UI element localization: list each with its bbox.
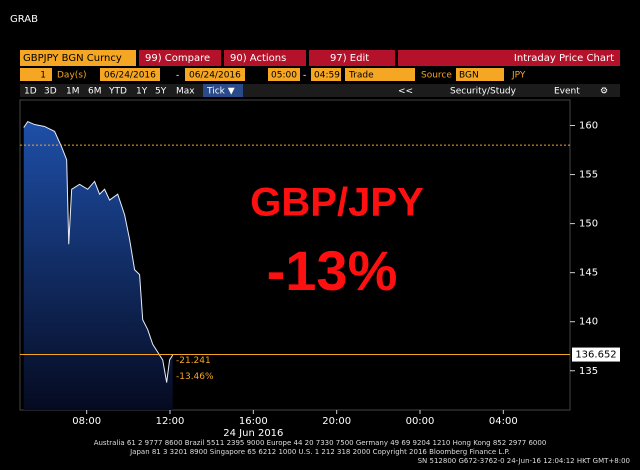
footer-line: Japan 81 3 3201 8900 Singapore 65 6212 1… — [129, 448, 510, 456]
edit[interactable]: 97) Edit — [330, 53, 369, 64]
start-date[interactable]: 06/24/2016 — [104, 71, 156, 81]
range-option[interactable]: 1D — [24, 87, 37, 97]
x-tick-label: 08:00 — [72, 416, 101, 427]
start-time-box[interactable] — [268, 68, 300, 81]
range-option[interactable]: Max — [176, 87, 195, 97]
start-time[interactable]: 05:00 — [271, 71, 297, 81]
settings-gear[interactable]: ⚙ — [600, 87, 608, 97]
security-study[interactable]: Security/Study — [450, 87, 517, 97]
footer-line: Australia 61 2 9777 8600 Brazil 5511 239… — [94, 439, 547, 447]
currency: JPY — [511, 71, 526, 81]
period-box[interactable] — [20, 68, 52, 81]
price-line — [23, 120, 174, 383]
date-dash: - — [176, 71, 179, 81]
range-option[interactable]: 5Y — [155, 87, 167, 97]
end-time-box[interactable] — [311, 68, 341, 81]
time-dash: - — [303, 71, 306, 81]
end-date[interactable]: 06/24/2016 — [189, 71, 241, 81]
compare[interactable]: 99) Compare — [145, 53, 210, 64]
range-option[interactable]: 6M — [88, 87, 102, 97]
compare-button[interactable] — [139, 50, 221, 66]
y-tick-label: 135 — [579, 366, 598, 377]
y-tick-label: 140 — [579, 317, 598, 328]
headline: GBP/JPY — [250, 181, 424, 225]
x-tick-label: 12:00 — [156, 416, 185, 427]
start-date-box[interactable] — [100, 68, 160, 81]
headline-change: -13% — [267, 239, 398, 302]
source-label: Source — [421, 71, 452, 81]
header-bar — [398, 50, 620, 66]
security[interactable]: GBPJPY BGN Curncy — [23, 53, 122, 64]
event[interactable]: Event — [554, 87, 580, 97]
tick-mode[interactable]: Tick ▼ — [206, 87, 235, 97]
range-option[interactable]: 1Y — [136, 87, 148, 97]
actions[interactable]: 90) Actions — [230, 53, 286, 64]
back[interactable]: << — [398, 87, 413, 97]
x-tick-label: 04:00 — [489, 416, 518, 427]
actions-button[interactable] — [224, 50, 306, 66]
end-date-box[interactable] — [185, 68, 245, 81]
chart-kind: Intraday Price Chart — [514, 53, 614, 64]
market[interactable]: Trade — [348, 71, 374, 81]
edit-button[interactable] — [309, 50, 395, 66]
footer-line: SN 512800 G672-3762-0 24-Jun-16 12:04:12… — [418, 457, 630, 465]
range-option[interactable]: 3D — [44, 87, 57, 97]
area-fill — [23, 121, 173, 410]
period-unit: Day(s) — [57, 71, 86, 81]
y-tick-label: 145 — [579, 268, 598, 279]
security-box[interactable] — [20, 50, 136, 66]
x-tick-label: 00:00 — [406, 416, 435, 427]
source-box[interactable] — [456, 68, 504, 81]
end-time[interactable]: 04:59 — [314, 71, 340, 81]
range-option[interactable]: 1M — [66, 87, 80, 97]
y-tick-label: 150 — [579, 219, 598, 230]
x-tick-label: 20:00 — [322, 416, 351, 427]
x-tick-label: 16:00 — [239, 416, 268, 427]
change-pct-label: -13.46% — [176, 372, 214, 382]
date-label: 24 Jun 2016 — [223, 428, 283, 439]
last-price-label: 136.652 — [575, 350, 616, 361]
y-tick-label: 155 — [579, 170, 598, 181]
change-label: -21.241 — [176, 356, 211, 366]
source[interactable]: BGN — [459, 71, 479, 81]
last-price-box — [572, 347, 620, 362]
y-tick-label: 160 — [579, 121, 598, 132]
market-box[interactable] — [345, 68, 415, 81]
range-bar — [20, 84, 620, 97]
period-count[interactable]: 1 — [40, 71, 46, 81]
window-title: GRAB — [10, 14, 38, 25]
range-option[interactable]: YTD — [108, 87, 127, 97]
tick-box[interactable] — [203, 84, 243, 97]
